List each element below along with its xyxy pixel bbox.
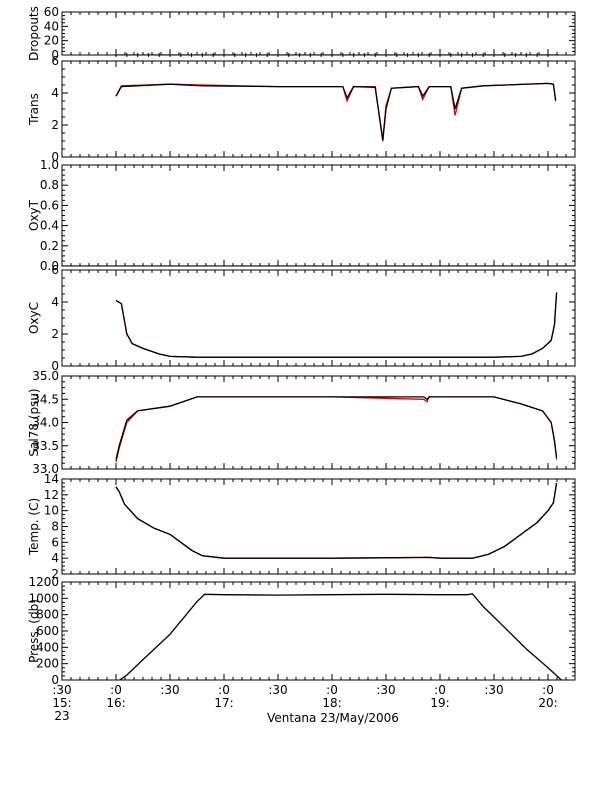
y-tick-label: 0.8: [40, 178, 59, 192]
y-tick-label: 20: [44, 34, 59, 48]
panel-frame: [61, 60, 576, 158]
y-tick-label: 0: [51, 359, 59, 373]
x-tick-label: 16:: [106, 696, 125, 710]
y-tick-label: 0: [51, 48, 59, 62]
series-line: [115, 482, 558, 559]
y-tick-label: 12: [44, 488, 59, 502]
x-tick-label: 19:: [430, 696, 449, 710]
y-tick-label: 8: [51, 520, 59, 534]
y-axis-label: OxyT: [27, 199, 41, 231]
panel-frame: [61, 375, 576, 470]
y-tick-label: 10: [44, 504, 59, 518]
x-tick-label: :30: [268, 683, 287, 697]
y-tick-label: 6: [51, 263, 59, 277]
y-tick-label: 0.4: [40, 219, 59, 233]
x-tick-label: :30: [484, 683, 503, 697]
y-tick-label: 33.5: [32, 439, 59, 453]
y-axis-label: Temp. (C): [27, 498, 41, 556]
y-tick-label: 1.0: [40, 158, 59, 172]
y-axis-label: OxyC: [27, 302, 41, 334]
x-tick-label: :0: [542, 683, 554, 697]
x-tick-label: :0: [218, 683, 230, 697]
y-tick-label: 6: [51, 54, 59, 68]
panel-6: 0 200 400 600 800 1000 1200 Press. (db): [27, 575, 576, 687]
series-line: [115, 82, 557, 140]
y-tick-label: 800: [36, 608, 59, 622]
x-tick-label: :30: [52, 683, 71, 697]
x-tick-label: 15:: [52, 696, 71, 710]
x-tick-label: 18:: [322, 696, 341, 710]
x-axis-title: Ventana 23/May/2006: [267, 711, 399, 725]
y-tick-label: 34.0: [32, 416, 59, 430]
time-axis: :3015:23:016::30:017::30:018::30:019::30…: [52, 683, 557, 723]
y-axis-label: Dropouts: [27, 6, 41, 61]
y-tick-label: 40: [44, 19, 59, 33]
panel-frame: [61, 269, 576, 367]
panel-frame: [61, 478, 576, 575]
x-tick-label: :0: [326, 683, 338, 697]
series-line: [115, 396, 558, 463]
chart-panels: 0204060Dropouts0246Trans0.00.20.40.60.81…: [27, 5, 576, 687]
x-tick-label: :30: [160, 683, 179, 697]
series-line: [118, 593, 563, 680]
panel-2: 0.0 0.2 0.4 0.6 0.8 1.0 OxyT: [27, 158, 576, 273]
y-tick-label: 14: [44, 472, 59, 486]
y-tick-label: 33.0: [32, 462, 59, 476]
series-line: [115, 396, 558, 460]
y-axis-label: Trans: [27, 93, 41, 126]
y-tick-label: 4: [51, 295, 59, 309]
series-line: [115, 292, 558, 358]
y-tick-label: 200: [36, 657, 59, 671]
panel-1: 0 2 4 6 Trans: [27, 54, 576, 164]
y-tick-label: 60: [44, 5, 59, 19]
x-tick-label: 17:: [214, 696, 233, 710]
y-tick-label: 35.0: [32, 369, 59, 383]
y-tick-label: 4: [51, 551, 59, 565]
y-axis-label: Sal78 (psu): [27, 388, 41, 456]
series-line: [115, 82, 557, 142]
panel-frame: [61, 581, 576, 681]
series-line: [115, 482, 558, 559]
x-tick-label: :0: [434, 683, 446, 697]
panel-3: 0 2 4 6 OxyC: [27, 263, 576, 373]
x-tick-label: 23: [54, 709, 69, 723]
panel-frame: [61, 164, 576, 267]
x-tick-label: 20:: [538, 696, 557, 710]
y-tick-label: 1000: [28, 591, 59, 605]
y-tick-label: 0: [51, 673, 59, 687]
y-tick-label: 0.6: [40, 198, 59, 212]
x-tick-label: :30: [376, 683, 395, 697]
y-tick-label: 2: [51, 567, 59, 581]
series-line: [115, 292, 558, 358]
y-tick-label: 2: [51, 327, 59, 341]
y-tick-label: 0: [51, 150, 59, 164]
y-tick-label: 6: [51, 535, 59, 549]
y-tick-label: 0.2: [40, 239, 59, 253]
y-tick-label: 34.5: [32, 392, 59, 406]
y-tick-label: 2: [51, 118, 59, 132]
panel-4: 33.0 33.5 34.0 34.5 35.0 Sal78 (psu): [27, 369, 576, 476]
y-tick-label: 400: [36, 640, 59, 654]
panel-frame: [61, 11, 576, 56]
y-tick-label: 600: [36, 624, 59, 638]
y-tick-label: 0.0: [40, 259, 59, 273]
y-axis-label: Press. (db): [27, 599, 41, 663]
x-tick-label: :0: [110, 683, 122, 697]
y-tick-label: 4: [51, 86, 59, 100]
y-tick-label: 1200: [28, 575, 59, 589]
